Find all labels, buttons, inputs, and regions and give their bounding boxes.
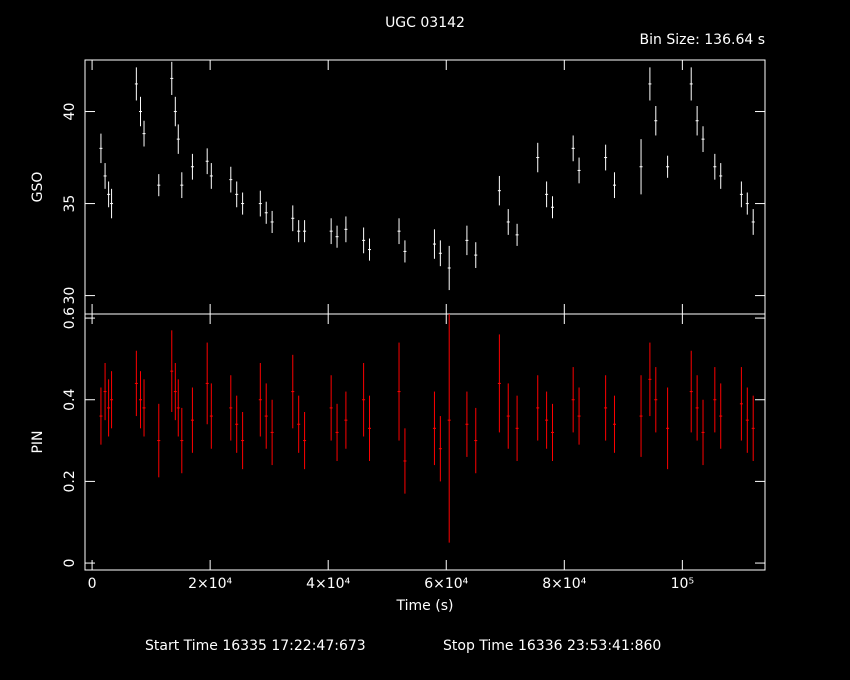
y-tick-label: 0.4 [62, 389, 78, 411]
x-tick-label: 6×10⁴ [424, 576, 468, 592]
x-tick-label: 4×10⁴ [306, 576, 350, 592]
y-tick-label: 30 [62, 287, 78, 305]
y-tick-label: 40 [62, 103, 78, 121]
x-axis-label: Time (s) [396, 598, 454, 614]
y-tick-label: 35 [62, 195, 78, 213]
x-tick-label: 10⁵ [671, 576, 694, 592]
chart-title: UGC 03142 [385, 15, 465, 31]
panel-frame [84, 59, 766, 315]
y-axis-label: PIN [30, 430, 46, 453]
data-group [99, 314, 755, 543]
y-tick-label: 0.2 [62, 470, 78, 492]
x-tick-label: 2×10⁴ [188, 576, 232, 592]
data-group [99, 61, 755, 291]
start-time: Start Time 16335 17:22:47:673 [145, 638, 366, 654]
stop-time: Stop Time 16336 23:53:41:860 [443, 638, 661, 654]
y-axis-label: GSO [30, 172, 46, 203]
y-tick-label: 0 [62, 559, 78, 568]
y-tick-label: 0.6 [62, 307, 78, 329]
subtitle: Bin Size: 136.64 s [640, 32, 765, 48]
panel-frame [84, 313, 766, 571]
x-tick-label: 0 [88, 576, 97, 592]
x-tick-label: 8×10⁴ [542, 576, 586, 592]
